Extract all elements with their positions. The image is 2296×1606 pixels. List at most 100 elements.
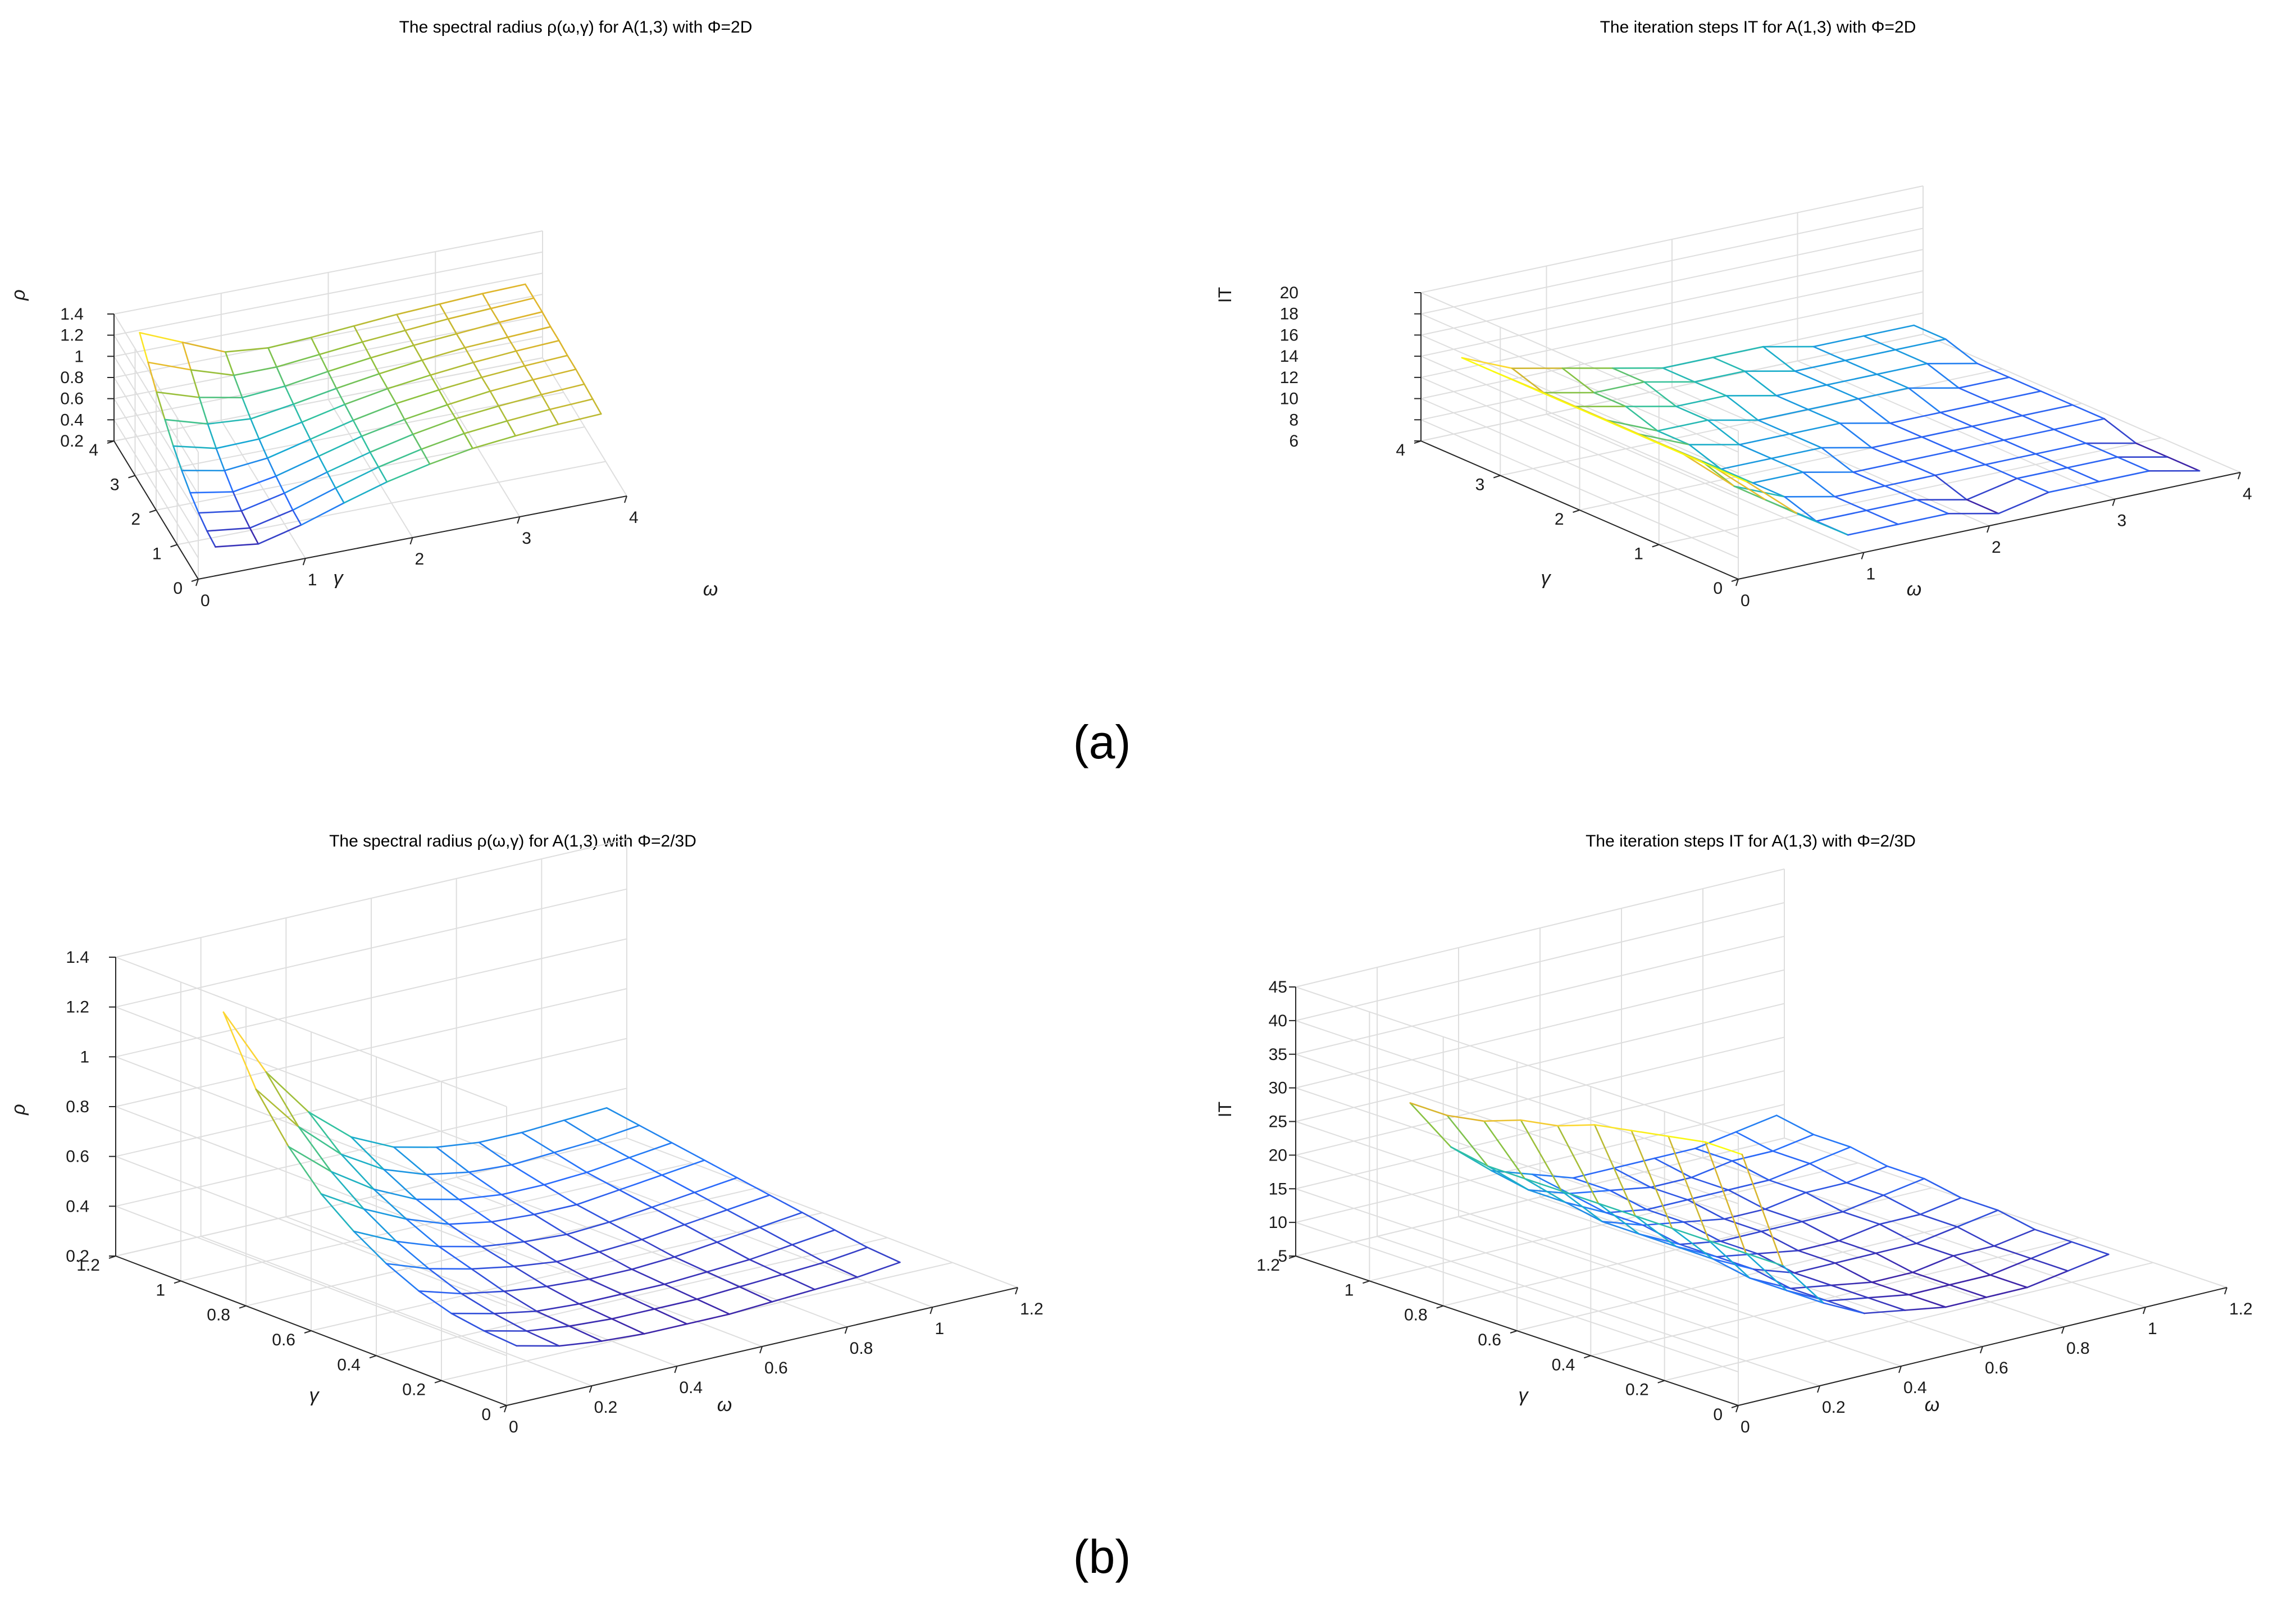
z-tick-label: 12 bbox=[1280, 368, 1299, 387]
mesh-edge bbox=[207, 423, 217, 449]
y-tick-mark bbox=[499, 1405, 507, 1408]
mesh-edge bbox=[1876, 373, 1910, 389]
mesh-edge bbox=[1989, 1258, 2032, 1276]
mesh-edge bbox=[2048, 480, 2100, 493]
y-tick-mark bbox=[1657, 1380, 1665, 1384]
mesh-edge bbox=[1720, 457, 1772, 470]
mesh-edge bbox=[1613, 1167, 1652, 1188]
mesh-edge bbox=[611, 1318, 645, 1335]
z-tick-label: 40 bbox=[1269, 1012, 1287, 1030]
mesh-edge bbox=[1830, 1284, 1869, 1299]
mesh-edge bbox=[2016, 467, 2069, 480]
mesh-edge bbox=[463, 420, 508, 435]
mesh-edge bbox=[549, 408, 559, 425]
mesh-edge bbox=[490, 1213, 535, 1223]
mesh-edge bbox=[255, 1088, 290, 1148]
mesh-edge bbox=[481, 283, 526, 295]
mesh-edge bbox=[1693, 381, 1727, 397]
z-tick-label: 20 bbox=[1269, 1146, 1287, 1164]
mesh-edge bbox=[1789, 433, 1823, 449]
mesh-edge bbox=[222, 1011, 267, 1073]
mesh-edge bbox=[1653, 1157, 1692, 1179]
mesh-edge bbox=[1883, 1177, 1925, 1196]
mesh-edge bbox=[421, 347, 466, 361]
mesh-edge bbox=[1805, 1191, 1844, 1213]
mesh-edge bbox=[1446, 1114, 1485, 1122]
mesh-edge bbox=[300, 502, 345, 526]
mesh-edge bbox=[2008, 376, 2042, 392]
x-tick-mark bbox=[1980, 1346, 1983, 1354]
mesh-edge bbox=[628, 1142, 673, 1159]
mesh-edge bbox=[447, 390, 491, 406]
mesh-edge bbox=[2066, 456, 2119, 469]
mesh-edge bbox=[1688, 444, 1722, 470]
mesh-edge bbox=[498, 321, 509, 338]
mesh-edge bbox=[563, 1120, 598, 1141]
grid bbox=[1295, 868, 2227, 1406]
mesh-edge bbox=[1997, 1209, 2036, 1230]
grid-line bbox=[115, 1038, 627, 1157]
mesh-edge bbox=[653, 1298, 698, 1310]
mesh-edge bbox=[2053, 429, 2087, 444]
z-tick-label: 0.4 bbox=[66, 1197, 89, 1216]
mesh-edge bbox=[198, 512, 208, 532]
mesh-edge bbox=[1520, 1119, 1562, 1192]
mesh-edge bbox=[791, 1229, 836, 1246]
mesh-edge bbox=[1762, 345, 1796, 372]
mesh-edge bbox=[1789, 1284, 1832, 1289]
mesh-edge bbox=[1815, 509, 1867, 522]
mesh-edge bbox=[1588, 412, 1621, 428]
mesh-edge bbox=[1720, 1240, 1759, 1255]
mesh-edge bbox=[430, 374, 440, 391]
mesh-edge bbox=[1797, 1240, 1840, 1252]
mesh-edge bbox=[2040, 390, 2074, 406]
z-axis-label: IT bbox=[1215, 287, 1235, 303]
mesh-edge bbox=[1572, 1167, 1615, 1179]
mesh-edge bbox=[435, 1141, 480, 1148]
x-tick-mark bbox=[589, 1385, 593, 1393]
mesh-edge bbox=[1772, 1150, 1811, 1164]
mesh-edge bbox=[291, 509, 302, 526]
x-tick-mark bbox=[1735, 579, 1739, 586]
grid-line bbox=[113, 377, 199, 516]
mesh-edge bbox=[506, 408, 551, 422]
mesh-edge bbox=[472, 350, 517, 363]
mesh-edge bbox=[327, 370, 338, 389]
mesh-edge bbox=[1944, 338, 1978, 365]
grid-line bbox=[113, 419, 199, 558]
mesh-edge bbox=[1715, 467, 1748, 483]
x-tick-mark bbox=[1015, 1287, 1018, 1295]
mesh-edge bbox=[857, 1261, 901, 1278]
mesh-edge bbox=[1887, 1165, 1925, 1180]
mesh-edge bbox=[1808, 1146, 1851, 1164]
mesh-edge bbox=[276, 353, 321, 368]
mesh-edge bbox=[1913, 324, 1947, 340]
mesh-edge bbox=[330, 1171, 375, 1190]
mesh-edge bbox=[1731, 1150, 1774, 1162]
mesh-edge bbox=[1879, 1213, 1921, 1225]
mesh-edge bbox=[1826, 1297, 1869, 1302]
mesh-edge bbox=[1642, 1221, 1685, 1226]
mesh-edge bbox=[1953, 439, 2005, 452]
grid-line bbox=[115, 988, 627, 1107]
mesh-edge bbox=[588, 1278, 623, 1295]
mesh-edge bbox=[249, 418, 260, 440]
mesh-edge bbox=[1657, 419, 1709, 432]
mesh-edge bbox=[395, 389, 440, 404]
mesh-edge bbox=[480, 1245, 515, 1267]
grid-line bbox=[1295, 969, 1785, 1089]
mesh-edge bbox=[353, 1230, 398, 1243]
mesh-edge bbox=[536, 1303, 580, 1312]
chart-spectral-radius-2d: The spectral radius ρ(ω,γ) for A(1,3) wi… bbox=[8, 18, 752, 610]
grid-line bbox=[113, 335, 199, 474]
mesh-edge bbox=[1912, 1271, 1951, 1286]
mesh-edge bbox=[1921, 436, 1955, 452]
mesh-edge bbox=[266, 438, 311, 459]
y-tick-label: 1.2 bbox=[76, 1256, 100, 1275]
mesh-edge bbox=[663, 1271, 708, 1285]
mesh-edge bbox=[369, 451, 380, 468]
mesh-edge bbox=[1724, 1208, 1766, 1220]
mesh-edge bbox=[1952, 1255, 1991, 1276]
mesh-edge bbox=[555, 1251, 600, 1263]
mesh-edge bbox=[543, 1171, 587, 1186]
